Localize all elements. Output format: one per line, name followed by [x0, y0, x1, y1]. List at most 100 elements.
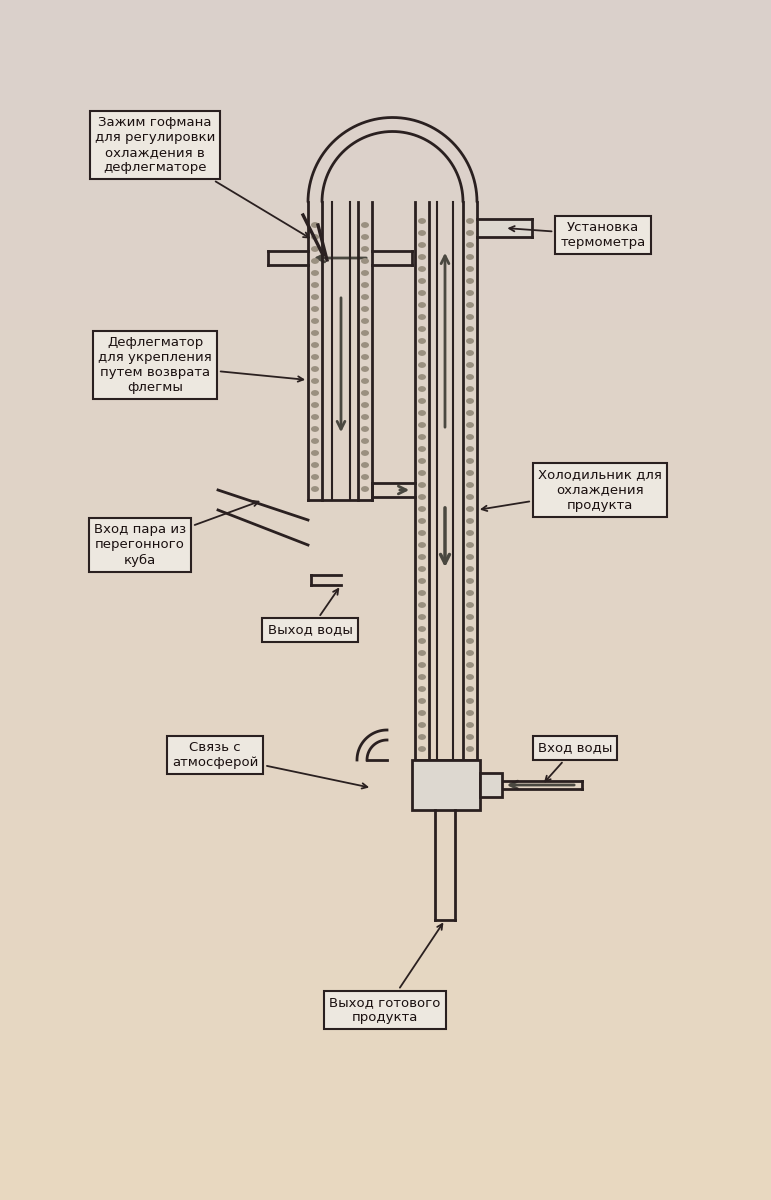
Ellipse shape	[466, 278, 474, 284]
Ellipse shape	[466, 518, 474, 524]
Bar	[0, 360, 771, 370]
Bar	[0, 110, 771, 120]
Bar	[0, 0, 771, 10]
Bar	[0, 550, 771, 560]
Bar	[0, 1030, 771, 1040]
Ellipse shape	[466, 434, 474, 440]
Bar	[0, 980, 771, 990]
Ellipse shape	[418, 710, 426, 716]
Bar	[0, 770, 771, 780]
Ellipse shape	[418, 530, 426, 536]
Bar	[0, 380, 771, 390]
Bar	[0, 910, 771, 920]
Bar	[0, 1070, 771, 1080]
Ellipse shape	[418, 602, 426, 608]
Ellipse shape	[418, 278, 426, 284]
Bar	[0, 1180, 771, 1190]
Ellipse shape	[466, 602, 474, 608]
Bar	[0, 1190, 771, 1200]
Bar	[0, 650, 771, 660]
Bar	[0, 440, 771, 450]
Ellipse shape	[361, 270, 369, 276]
Bar	[0, 880, 771, 890]
Ellipse shape	[361, 450, 369, 456]
Bar	[0, 940, 771, 950]
Bar	[0, 780, 771, 790]
Bar	[0, 850, 771, 860]
Ellipse shape	[466, 746, 474, 752]
Bar	[0, 280, 771, 290]
Ellipse shape	[466, 230, 474, 236]
Bar	[0, 130, 771, 140]
Bar	[0, 860, 771, 870]
Bar	[0, 490, 771, 500]
Ellipse shape	[466, 686, 474, 692]
Ellipse shape	[311, 234, 319, 240]
Bar	[0, 840, 771, 850]
Bar	[0, 630, 771, 640]
Bar	[0, 620, 771, 630]
Ellipse shape	[466, 302, 474, 308]
Ellipse shape	[311, 282, 319, 288]
Bar	[0, 70, 771, 80]
Bar	[0, 210, 771, 220]
Ellipse shape	[311, 318, 319, 324]
Ellipse shape	[418, 542, 426, 548]
Bar	[0, 340, 771, 350]
Ellipse shape	[466, 314, 474, 320]
Bar	[0, 160, 771, 170]
Ellipse shape	[466, 386, 474, 392]
Ellipse shape	[466, 650, 474, 656]
Ellipse shape	[418, 518, 426, 524]
Ellipse shape	[466, 446, 474, 452]
Ellipse shape	[361, 414, 369, 420]
Ellipse shape	[418, 650, 426, 656]
Ellipse shape	[361, 366, 369, 372]
Bar	[0, 1050, 771, 1060]
Ellipse shape	[361, 294, 369, 300]
Ellipse shape	[418, 614, 426, 620]
Text: Вход пара из
перегонного
куба: Вход пара из перегонного куба	[94, 500, 258, 566]
Bar	[0, 530, 771, 540]
Ellipse shape	[418, 746, 426, 752]
Bar	[0, 1140, 771, 1150]
Ellipse shape	[418, 230, 426, 236]
Ellipse shape	[361, 438, 369, 444]
Ellipse shape	[466, 710, 474, 716]
Ellipse shape	[418, 254, 426, 260]
Ellipse shape	[311, 462, 319, 468]
Bar	[0, 950, 771, 960]
Bar	[0, 610, 771, 620]
Ellipse shape	[466, 722, 474, 728]
Bar	[0, 970, 771, 980]
Ellipse shape	[311, 330, 319, 336]
Ellipse shape	[466, 470, 474, 476]
Bar	[0, 680, 771, 690]
Bar	[0, 760, 771, 770]
Ellipse shape	[361, 342, 369, 348]
Ellipse shape	[418, 458, 426, 464]
Bar	[0, 1020, 771, 1030]
Ellipse shape	[466, 290, 474, 296]
Bar	[0, 100, 771, 110]
Bar	[0, 400, 771, 410]
Bar	[0, 250, 771, 260]
Ellipse shape	[311, 426, 319, 432]
Bar	[0, 900, 771, 910]
Ellipse shape	[466, 422, 474, 428]
Bar	[0, 1010, 771, 1020]
Bar	[0, 480, 771, 490]
Bar	[480, 773, 502, 797]
Ellipse shape	[311, 366, 319, 372]
Ellipse shape	[361, 234, 369, 240]
Ellipse shape	[418, 470, 426, 476]
Bar	[0, 750, 771, 760]
Bar	[0, 220, 771, 230]
Bar	[0, 510, 771, 520]
Ellipse shape	[466, 374, 474, 380]
Bar	[0, 1080, 771, 1090]
Bar	[0, 390, 771, 400]
Ellipse shape	[418, 374, 426, 380]
Ellipse shape	[311, 258, 319, 264]
Ellipse shape	[311, 378, 319, 384]
